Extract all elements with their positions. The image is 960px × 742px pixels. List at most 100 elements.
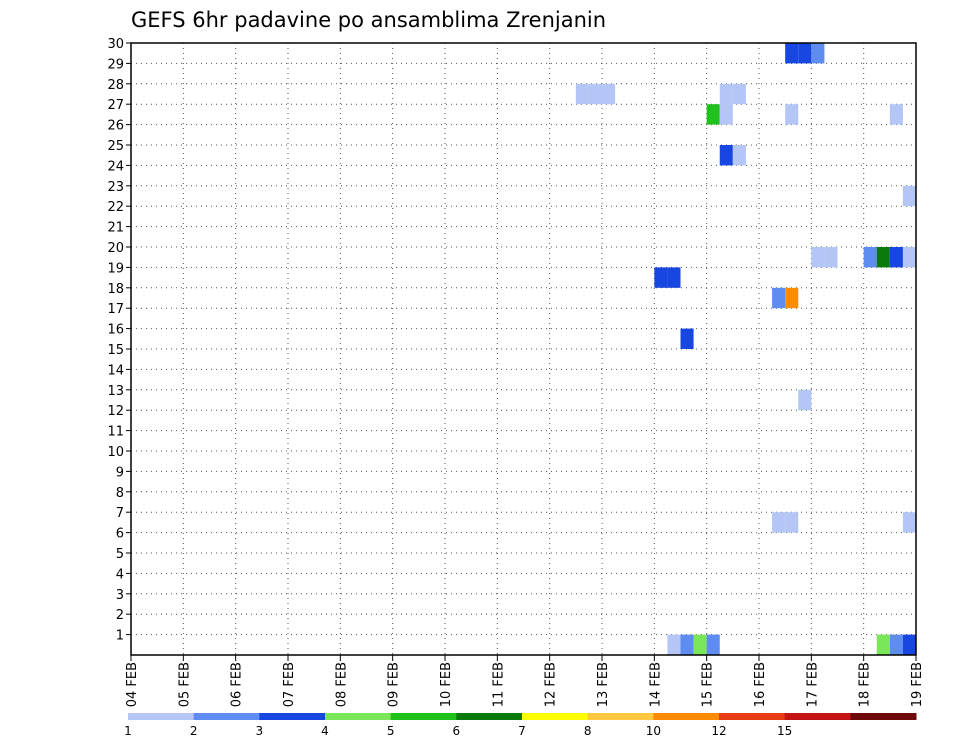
precip-cell: [785, 43, 799, 64]
precip-cell: [693, 634, 707, 655]
chart-title: GEFS 6hr padavine po ansamblima Zrenjani…: [131, 8, 606, 32]
precip-cell: [785, 104, 799, 125]
y-tick-label: 2: [116, 608, 124, 623]
precip-cell: [654, 267, 668, 288]
y-tick-label: 21: [107, 221, 124, 236]
legend-label: 4: [321, 724, 329, 738]
y-tick-label: 3: [116, 588, 124, 603]
precip-cell: [902, 634, 916, 655]
x-tick-label: 06 FEB: [230, 662, 245, 707]
legend-swatch: [522, 713, 589, 720]
y-tick-label: 17: [107, 302, 124, 317]
y-tick-label: 14: [107, 363, 124, 378]
y-tick-label: 8: [116, 486, 124, 501]
y-tick-label: 25: [107, 139, 124, 154]
x-tick-label: 18 FEB: [858, 662, 873, 707]
precip-cell: [602, 83, 616, 105]
precip-cell: [706, 104, 720, 125]
x-tick-label: 11 FEB: [491, 662, 506, 707]
y-tick-label: 1: [116, 629, 124, 644]
precip-cell: [588, 83, 602, 105]
legend-swatch: [128, 713, 195, 720]
y-tick-label: 29: [107, 57, 124, 72]
precip-cell: [863, 247, 877, 268]
x-tick-label: 12 FEB: [544, 662, 559, 707]
precip-cell: [889, 634, 903, 655]
precip-cell: [772, 512, 786, 533]
y-tick-label: 27: [107, 98, 124, 113]
precip-cell: [680, 328, 694, 349]
precip-cell: [798, 43, 812, 64]
x-tick-label: 14 FEB: [648, 662, 663, 707]
precip-cell: [889, 247, 903, 268]
x-tick-label: 19 FEB: [910, 662, 925, 707]
y-tick-label: 6: [116, 527, 124, 542]
precip-cells: [575, 43, 916, 655]
legend-label: 15: [777, 724, 792, 738]
precip-cell: [667, 267, 681, 288]
x-tick-label: 15 FEB: [701, 662, 716, 707]
precip-cell: [876, 634, 890, 655]
legend-label: 8: [584, 724, 592, 738]
y-tick-label: 30: [107, 37, 124, 52]
legend-swatch: [653, 713, 720, 720]
y-tick-label: 12: [107, 404, 124, 419]
precip-cell: [575, 83, 589, 105]
y-tick-label: 18: [107, 282, 124, 297]
x-tick-label: 16 FEB: [753, 662, 768, 707]
legend-swatch: [193, 713, 260, 720]
legend-swatch: [390, 713, 457, 720]
legend-swatch: [719, 713, 786, 720]
x-tick-label: 04 FEB: [125, 662, 140, 707]
precip-cell: [667, 634, 681, 655]
y-tick-label: 26: [107, 119, 124, 134]
legend-swatch: [850, 713, 917, 720]
y-tick-label: 24: [107, 159, 124, 174]
legend-label: 3: [256, 724, 264, 738]
precip-cell: [811, 43, 825, 64]
plot-frame: [130, 42, 917, 656]
legend-swatch: [325, 713, 392, 720]
y-tick-label: 28: [107, 78, 124, 93]
precip-cell: [719, 83, 733, 105]
legend-swatch: [587, 713, 654, 720]
x-axis-ticks: 04 FEB 05 FEB 06 FEB 07 FEB 08 FEB 09 FEB 10 F…: [125, 655, 925, 707]
precip-cell: [824, 247, 838, 268]
x-tick-label: 09 FEB: [387, 662, 402, 707]
y-tick-label: 10: [107, 445, 124, 460]
x-tick-label: 17 FEB: [805, 662, 820, 707]
precip-cell: [680, 634, 694, 655]
legend-label: 10: [646, 724, 661, 738]
precip-cell: [811, 247, 825, 268]
x-tick-label: 05 FEB: [177, 662, 192, 707]
precip-cell: [706, 634, 720, 655]
precip-cell: [785, 287, 799, 309]
y-tick-label: 15: [107, 343, 124, 358]
y-tick-label: 7: [116, 506, 124, 521]
y-tick-label: 19: [107, 261, 124, 276]
x-tick-label: 08 FEB: [334, 662, 349, 707]
legend-label: 2: [190, 724, 198, 738]
precip-cell: [719, 104, 733, 125]
legend-swatch: [259, 713, 326, 720]
y-tick-label: 5: [116, 547, 124, 562]
precip-cell: [772, 287, 786, 309]
precip-cell: [719, 145, 733, 166]
precip-cell: [902, 185, 916, 207]
precip-cell: [798, 389, 812, 411]
y-axis-ticks: 1234567891011121314151617181920212223242…: [107, 37, 131, 644]
legend-swatch: [456, 713, 523, 720]
x-tick-label: 13 FEB: [596, 662, 611, 707]
precip-cell: [876, 247, 890, 268]
precip-cell: [889, 104, 903, 125]
y-tick-label: 4: [116, 567, 124, 582]
legend-label: 5: [387, 724, 395, 738]
legend-swatch: [784, 713, 851, 720]
y-tick-label: 11: [107, 425, 124, 440]
y-tick-label: 16: [107, 323, 124, 338]
y-tick-label: 22: [107, 200, 124, 215]
precip-cell: [902, 512, 916, 533]
color-legend: 1 2 3 4 5 6 7 8 10 12 15: [124, 713, 917, 738]
precip-cell: [732, 83, 746, 105]
